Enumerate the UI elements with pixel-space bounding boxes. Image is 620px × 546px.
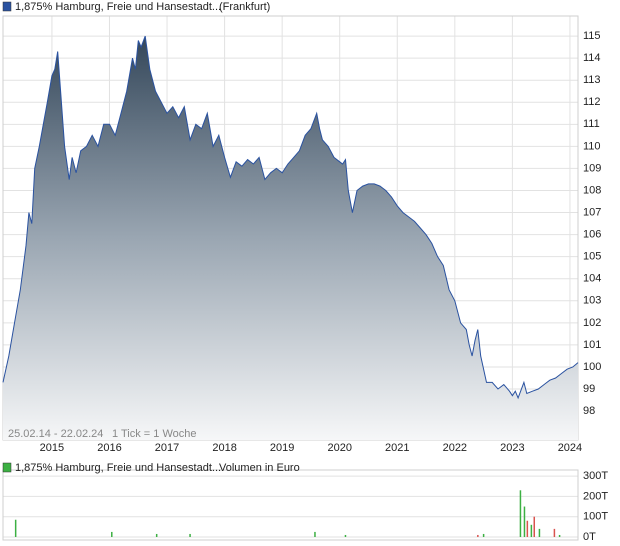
- y-tick-label: 108: [583, 184, 601, 196]
- exchange-label: (Frankfurt): [219, 1, 270, 13]
- y-tick-label: 100T: [583, 511, 608, 523]
- x-tick-label: 2017: [155, 442, 179, 454]
- y-tick-label: 110: [583, 140, 601, 152]
- volume-bar: [314, 531, 316, 537]
- volume-subtitle: Volumen in Euro: [219, 462, 300, 474]
- volume-bar: [111, 531, 113, 537]
- y-tick-label: 113: [583, 74, 601, 86]
- x-tick-label: 2016: [97, 442, 121, 454]
- range-label: 25.02.14 - 22.02.24: [8, 428, 103, 440]
- volume-bar: [558, 534, 561, 537]
- x-tick-label: 2023: [500, 442, 524, 454]
- volume-bar: [519, 490, 522, 537]
- y-tick-label: 103: [583, 295, 601, 307]
- volume-bar: [155, 533, 158, 537]
- volume-bar: [482, 533, 485, 537]
- volume-bar: [526, 520, 529, 537]
- y-tick-label: 104: [583, 273, 601, 285]
- volume-bar: [523, 506, 526, 537]
- y-tick-label: 300T: [583, 470, 608, 482]
- area-fill: [3, 36, 578, 440]
- y-tick-label: 100: [583, 361, 601, 373]
- price-line: [2, 35, 579, 400]
- volume-legend-label: 1,875% Hamburg, Freie und Hansestadt...: [15, 462, 221, 474]
- y-tick-label: 101: [583, 339, 601, 351]
- y-tick-label: 105: [583, 251, 601, 263]
- legend-label: 1,875% Hamburg, Freie und Hansestadt...: [15, 1, 221, 13]
- y-tick-label: 115: [583, 30, 601, 42]
- volume-bar: [553, 528, 556, 537]
- y-tick-label: 107: [583, 206, 601, 218]
- y-tick-label: 102: [583, 317, 601, 329]
- x-tick-label: 2024: [558, 442, 582, 454]
- y-tick-label: 0T: [583, 531, 596, 543]
- tick-note: 1 Tick = 1 Woche: [112, 428, 196, 440]
- volume-bar: [14, 519, 17, 537]
- volume-bar: [189, 533, 191, 537]
- volume-bar: [477, 534, 479, 537]
- y-tick-label: 106: [583, 229, 601, 241]
- x-tick-label: 2020: [327, 442, 351, 454]
- y-tick-label: 200T: [583, 490, 608, 502]
- legend-swatch: [2, 1, 12, 12]
- volume-bar: [530, 524, 533, 537]
- volume-frame: [2, 469, 579, 541]
- volume-legend-swatch: [2, 462, 12, 473]
- x-tick-label: 2015: [40, 442, 64, 454]
- volume-bar: [533, 516, 536, 537]
- y-tick-label: 98: [583, 405, 595, 417]
- x-tick-label: 2021: [385, 442, 409, 454]
- y-tick-label: 112: [583, 96, 601, 108]
- y-tick-label: 99: [583, 383, 595, 395]
- x-tick-label: 2019: [270, 442, 294, 454]
- y-tick-label: 111: [583, 118, 600, 130]
- x-tick-label: 2018: [212, 442, 236, 454]
- y-tick-label: 109: [583, 162, 601, 174]
- y-tick-label: 114: [583, 52, 601, 64]
- volume-bar: [344, 534, 347, 537]
- x-tick-label: 2022: [443, 442, 467, 454]
- volume-bar: [538, 528, 541, 537]
